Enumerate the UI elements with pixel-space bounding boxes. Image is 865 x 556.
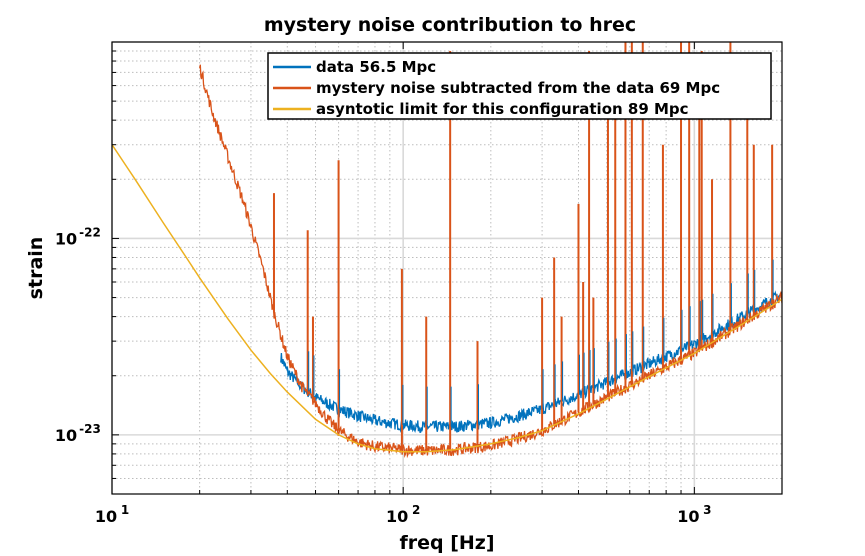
legend-label: asyntotic limit for this configuration 8…	[316, 100, 689, 118]
legend-box	[267, 52, 772, 120]
x-tick-label: 10	[386, 507, 408, 526]
x-tick-label: 10	[95, 507, 117, 526]
legend-label: data 56.5 Mpc	[316, 58, 436, 76]
legend-label: mystery noise subtracted from the data 6…	[316, 79, 720, 97]
legend: data 56.5 Mpc mystery noise subtracted fr…	[267, 52, 772, 120]
x-tick-exponent: 3	[703, 503, 711, 517]
chart-title: mystery noise contribution to hrec	[264, 14, 636, 36]
series-3	[112, 144, 782, 453]
x-tick-exponent: 2	[412, 503, 420, 517]
x-axis-label: freq [Hz]	[399, 532, 494, 554]
y-tick-label: 10	[55, 229, 77, 248]
y-tick-exponent: -22	[79, 225, 101, 239]
x-tick-label: 10	[677, 507, 699, 526]
y-tick-exponent: -23	[79, 422, 101, 436]
plot-border	[111, 41, 783, 495]
x-tick-exponent: 1	[121, 503, 129, 517]
y-axis-label: strain	[25, 237, 47, 300]
y-tick-label: 10	[55, 426, 77, 445]
series-line	[112, 144, 782, 453]
